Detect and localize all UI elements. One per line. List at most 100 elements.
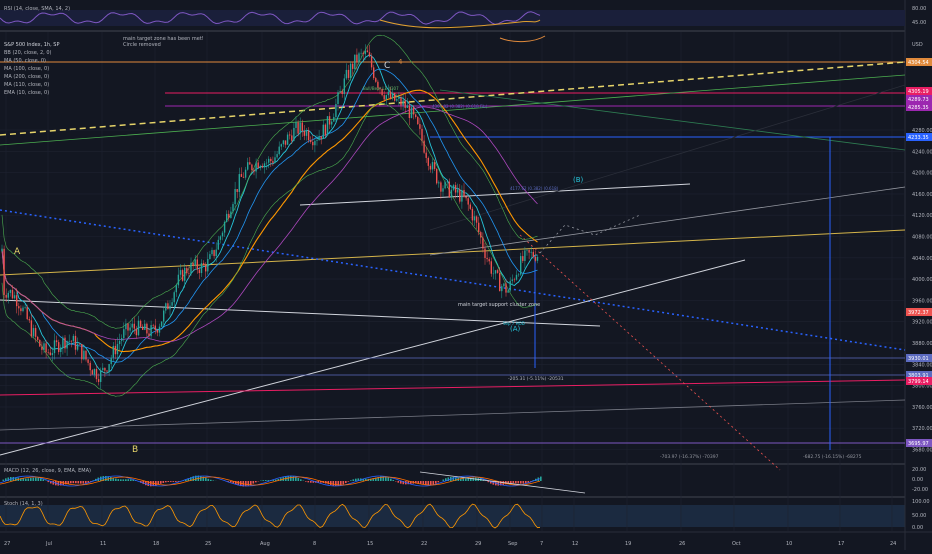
price-tick-label: 3960.00 (912, 298, 932, 304)
candle-body (64, 338, 65, 349)
candle-body (489, 259, 490, 261)
legend-indicator: EMA (10, close, 0) (4, 90, 49, 96)
candle-body (306, 130, 307, 135)
macd-bar (128, 479, 130, 481)
candle-body (224, 222, 225, 233)
candle-body (266, 163, 267, 164)
candle-body (327, 116, 328, 135)
candle-body (400, 97, 401, 105)
candle-body (161, 321, 162, 326)
wave-label-a: A (14, 247, 21, 257)
annotation-text: -205.31 (-5.11%) -20531 (508, 376, 564, 382)
candle-body (289, 135, 290, 136)
candle-body (524, 250, 525, 261)
candle-body (230, 212, 231, 218)
candle-body (27, 307, 28, 319)
macd-bar (518, 481, 520, 483)
macd-tick: -20.00 (912, 487, 928, 493)
candle-body (241, 174, 242, 177)
candle-body (226, 214, 227, 222)
macd-bar (523, 481, 525, 484)
candle-body (123, 329, 124, 338)
candle-body (442, 188, 443, 191)
candle-body (493, 274, 494, 275)
candle-body (90, 363, 91, 370)
candle-body (260, 166, 261, 168)
candle-body (58, 342, 59, 352)
macd-bar (463, 478, 465, 481)
candle-body (518, 275, 519, 276)
macd-bar (163, 481, 165, 483)
macd-bar (80, 481, 82, 484)
time-tick-label: 12 (572, 541, 578, 547)
candle-body (505, 284, 506, 293)
candle-body (29, 319, 30, 320)
macd-bar (438, 481, 440, 482)
macd-bar (73, 481, 75, 483)
candle-body (50, 352, 51, 354)
candle-body (16, 295, 17, 306)
candle-body (495, 270, 496, 273)
candle-body (220, 236, 221, 239)
macd-bar (300, 479, 302, 481)
price-tick-label: 4040.00 (912, 256, 932, 262)
candle-body (48, 352, 49, 353)
macd-bar (263, 480, 265, 481)
stoch-legend: Stoch (14, 1, 3) (4, 501, 43, 507)
macd-bar (308, 481, 310, 482)
candle-body (197, 259, 198, 269)
candle-body (199, 270, 200, 273)
candle-body (304, 131, 305, 136)
candle-body (468, 198, 469, 204)
candle-body (71, 341, 72, 342)
candle-body (222, 233, 223, 237)
candle-body (144, 324, 145, 330)
candle-body (348, 70, 349, 78)
macd-bar (230, 481, 232, 482)
candle-body (83, 351, 84, 360)
candle-body (262, 166, 263, 168)
candle-body (211, 250, 212, 254)
candle-body (402, 100, 403, 105)
candle-body (24, 307, 25, 308)
candle-body (537, 257, 538, 261)
candle-body (478, 223, 479, 232)
candle-body (39, 340, 40, 347)
legend-indicator: BB (20, close, 2, 0) (4, 50, 52, 56)
candle-body (491, 261, 492, 273)
candle-body (293, 128, 294, 141)
macd-bar (123, 479, 125, 481)
candle-body (56, 340, 57, 342)
candle-body (52, 353, 53, 355)
candle-body (499, 273, 500, 291)
price-tick-label: 3720.00 (912, 426, 932, 432)
candle-body (457, 190, 458, 193)
macd-bar (465, 479, 467, 481)
candle-body (45, 343, 46, 352)
macd-tick: 0.00 (912, 477, 923, 483)
candle-body (35, 328, 36, 337)
macd-bar (30, 478, 32, 481)
candle-body (77, 344, 78, 350)
candle-body (150, 325, 151, 336)
macd-bar (160, 481, 162, 484)
macd-bar (68, 481, 70, 484)
candle-body (449, 182, 450, 198)
candle-body (474, 216, 475, 220)
macd-bar (348, 481, 350, 482)
price-tag-label: 3930.01 (908, 356, 929, 362)
time-tick-label: Aug (260, 541, 270, 547)
candle-body (146, 324, 147, 334)
candle-body (384, 95, 385, 99)
candle-body (180, 270, 181, 275)
candle-body (73, 336, 74, 342)
candle-body (96, 369, 97, 379)
macd-bar (443, 479, 445, 481)
candle-body (520, 256, 521, 274)
candle-body (415, 115, 416, 118)
candle-body (314, 141, 315, 145)
candle-body (81, 344, 82, 359)
macd-bar (468, 478, 470, 481)
candle-body (329, 116, 330, 124)
